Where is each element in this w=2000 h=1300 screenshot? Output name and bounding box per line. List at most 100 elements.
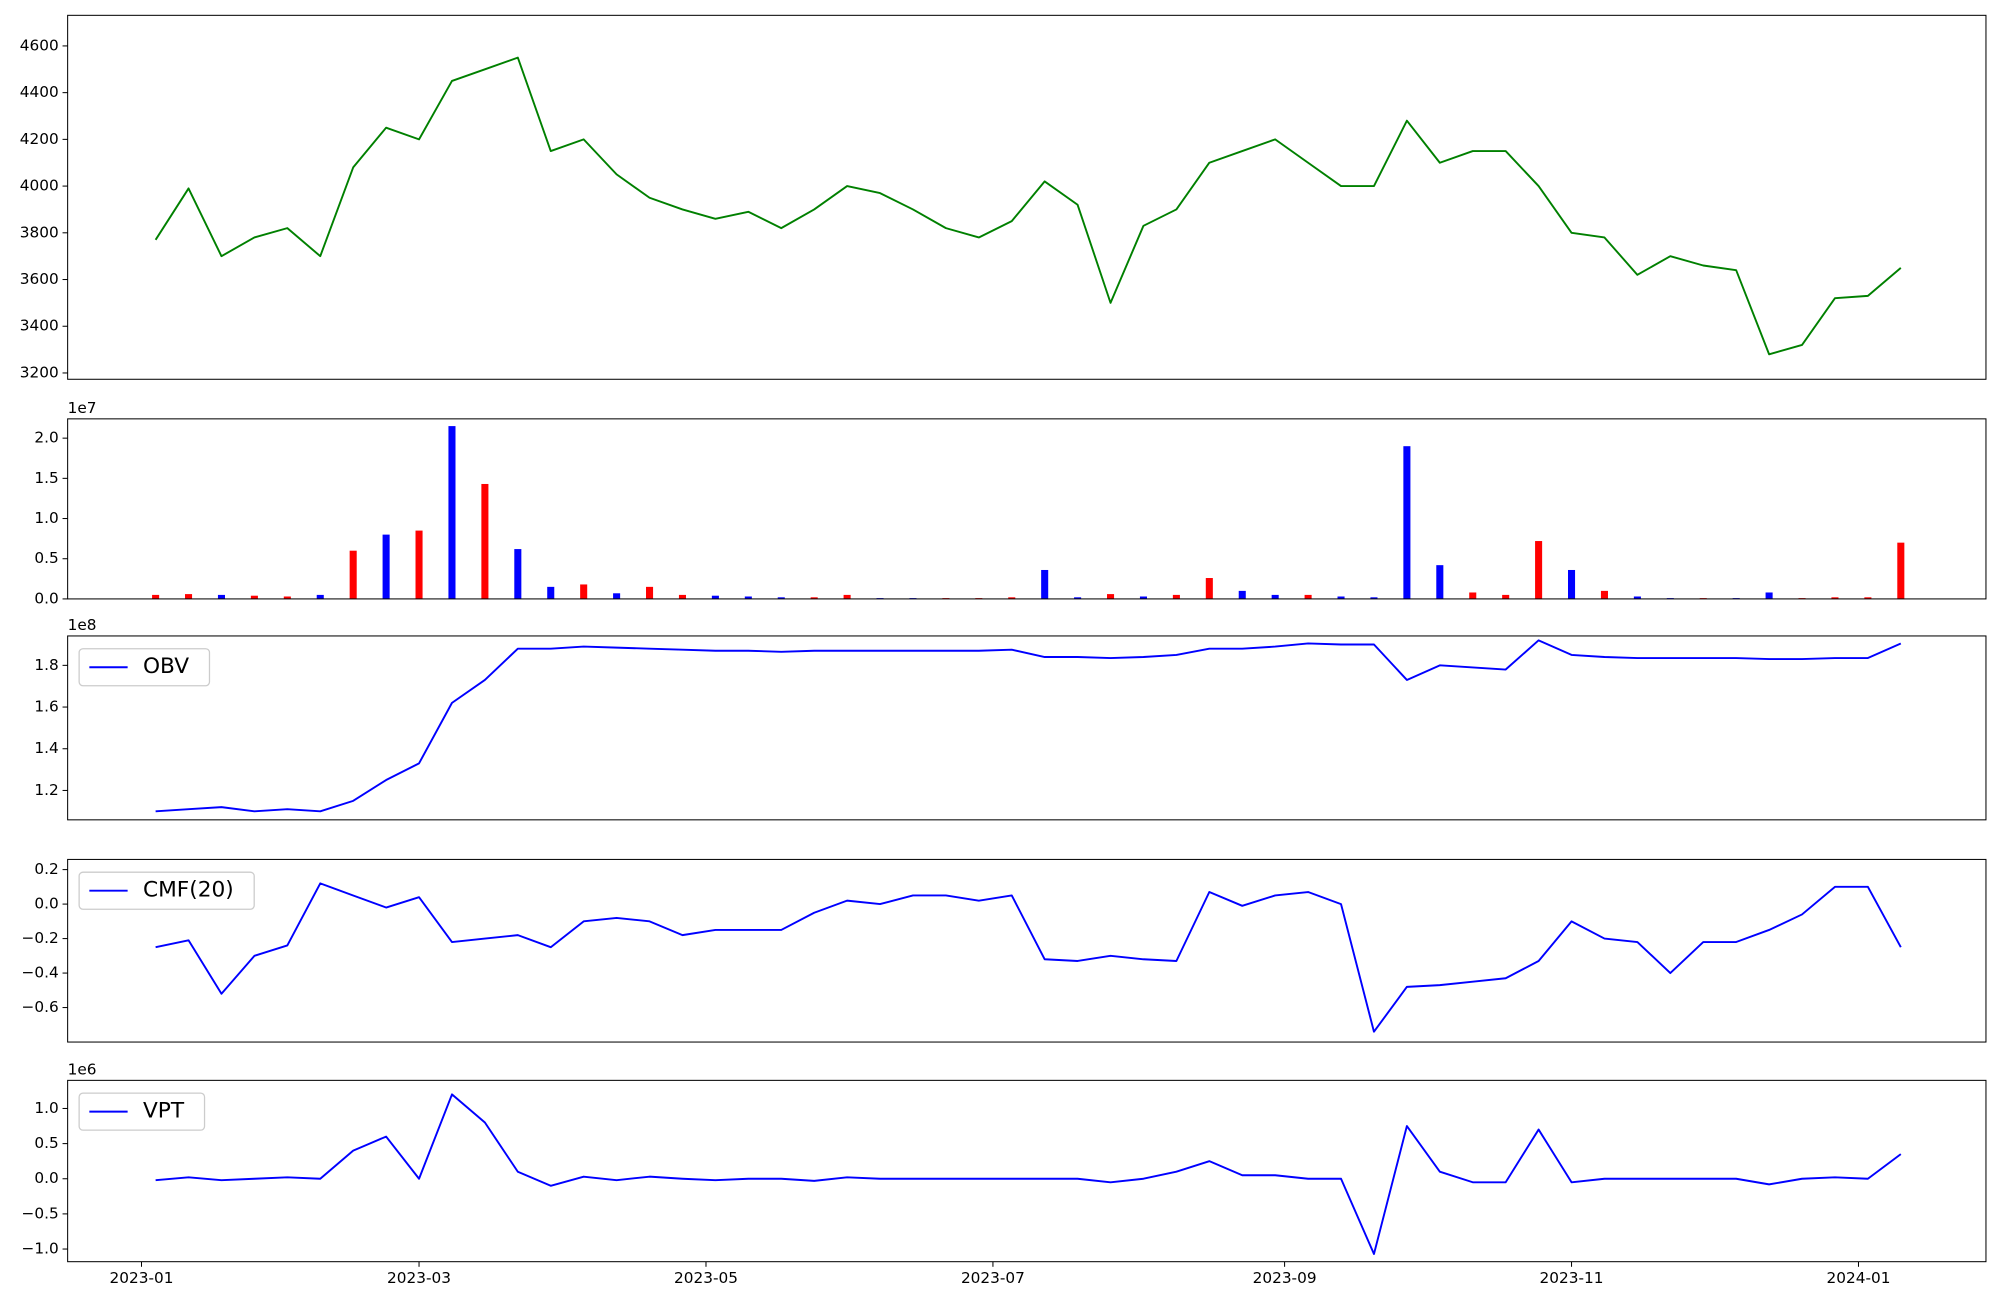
axes-frame — [67, 635, 1987, 821]
legend: CMF(20) — [78, 871, 255, 910]
bar — [1502, 594, 1510, 599]
bar — [415, 530, 423, 599]
y-tick-label: 3600 — [20, 270, 59, 288]
legend: VPT — [78, 1092, 206, 1131]
bar — [316, 594, 324, 599]
y-tick-label: 1.8 — [34, 656, 58, 674]
bar — [283, 596, 291, 599]
bar — [744, 596, 752, 599]
y-tick-label: 2.0 — [34, 429, 58, 447]
bar — [1864, 597, 1872, 599]
bar — [514, 549, 522, 599]
bar — [1041, 569, 1049, 599]
y-tick-label: 0.5 — [34, 549, 58, 567]
legend-box — [78, 871, 255, 910]
axes-frame — [67, 1079, 1987, 1263]
bar — [613, 593, 621, 599]
bar — [185, 594, 193, 599]
legend-box — [78, 648, 211, 687]
legend-label: CMF(20) — [143, 878, 234, 903]
bar — [382, 534, 390, 599]
y-tick-label: 0.2 — [34, 860, 58, 878]
line — [154, 56, 1902, 356]
panel: −1.0 −0.5 0.0 0.5 1.0 2023-01 2023-03 2023-05 20… — [22, 1061, 1987, 1287]
y-tick-label: 0.0 — [34, 1169, 58, 1187]
bar — [1139, 596, 1147, 599]
y-tick-label: 1.5 — [34, 469, 58, 487]
bar — [152, 594, 160, 599]
y-tick-label: −0.5 — [22, 1204, 59, 1222]
line — [155, 1093, 1902, 1255]
bar — [1600, 590, 1608, 599]
bar — [1271, 594, 1279, 599]
bar — [777, 597, 785, 599]
x-tick-label: 2024-01 — [1826, 1269, 1890, 1287]
y-tick-label: −0.2 — [22, 929, 59, 947]
x-tick-label: 2023-01 — [110, 1269, 174, 1287]
bar — [1469, 592, 1477, 599]
bar — [217, 594, 225, 599]
y-tick-label: 1.0 — [34, 509, 58, 527]
bar — [1205, 578, 1213, 599]
x-tick-label: 2023-05 — [674, 1269, 738, 1287]
bar — [810, 597, 818, 599]
bar — [1370, 597, 1378, 599]
bar — [1831, 597, 1839, 599]
legend-box — [78, 1092, 206, 1131]
bar — [1436, 565, 1444, 599]
bar — [646, 586, 654, 599]
bar — [1304, 594, 1312, 599]
y-tick-label: 0.0 — [34, 895, 58, 913]
bar — [1172, 594, 1180, 599]
y-tick-label: 4600 — [20, 36, 59, 54]
bar — [1897, 542, 1905, 599]
x-tick-label: 2023-07 — [961, 1269, 1025, 1287]
y-tick-label: 1.4 — [34, 739, 58, 757]
panel: −0.6 −0.4 −0.2 0.0 0.2 CMF(20) — [22, 858, 1987, 1043]
bar — [843, 594, 851, 599]
axes-frame — [67, 858, 1987, 1043]
bar — [1337, 596, 1345, 599]
y-tick-label: −0.6 — [22, 998, 59, 1016]
axes-frame — [67, 418, 1987, 600]
y-tick-label: 3200 — [20, 363, 59, 381]
y-tick-label: 3800 — [20, 223, 59, 241]
bar — [1535, 541, 1543, 599]
bar — [250, 595, 258, 599]
axes-frame — [67, 14, 1987, 380]
bar — [1403, 446, 1411, 599]
y-tick-label: −1.0 — [22, 1240, 59, 1258]
bar — [711, 595, 719, 599]
bar — [1008, 597, 1016, 599]
bar — [580, 584, 588, 599]
offset-label: 1e7 — [68, 399, 97, 417]
y-tick-label: 0.5 — [34, 1134, 58, 1152]
panel: 0.0 0.5 1.0 1.5 2.0 1e7 — [34, 399, 1987, 607]
offset-label: 1e6 — [68, 1061, 97, 1079]
line — [155, 639, 1902, 813]
y-tick-label: 3400 — [20, 317, 59, 335]
y-tick-label: 1.2 — [34, 781, 58, 799]
legend: OBV — [78, 648, 211, 687]
y-tick-label: 0.0 — [34, 589, 58, 607]
bar — [1107, 594, 1115, 599]
x-tick-label: 2023-09 — [1253, 1269, 1317, 1287]
line — [155, 882, 1902, 1033]
panel: 3200 3400 3600 3800 4000 4200 4400 4600 — [20, 14, 1987, 381]
x-tick-label: 2023-03 — [387, 1269, 451, 1287]
panel: 1.2 1.4 1.6 1.8 1e8 OBV — [34, 616, 1987, 821]
bar — [1074, 597, 1082, 599]
bar — [349, 550, 357, 599]
y-tick-label: 4200 — [20, 130, 59, 148]
bar — [448, 426, 456, 599]
y-tick-label: 1.6 — [34, 698, 58, 716]
offset-label: 1e8 — [68, 616, 97, 634]
legend-label: OBV — [143, 654, 189, 679]
y-tick-label: 4400 — [20, 83, 59, 101]
bar — [547, 586, 555, 599]
x-tick-label: 2023-11 — [1540, 1269, 1604, 1287]
bar — [1568, 569, 1576, 599]
legend-label: VPT — [143, 1099, 185, 1124]
